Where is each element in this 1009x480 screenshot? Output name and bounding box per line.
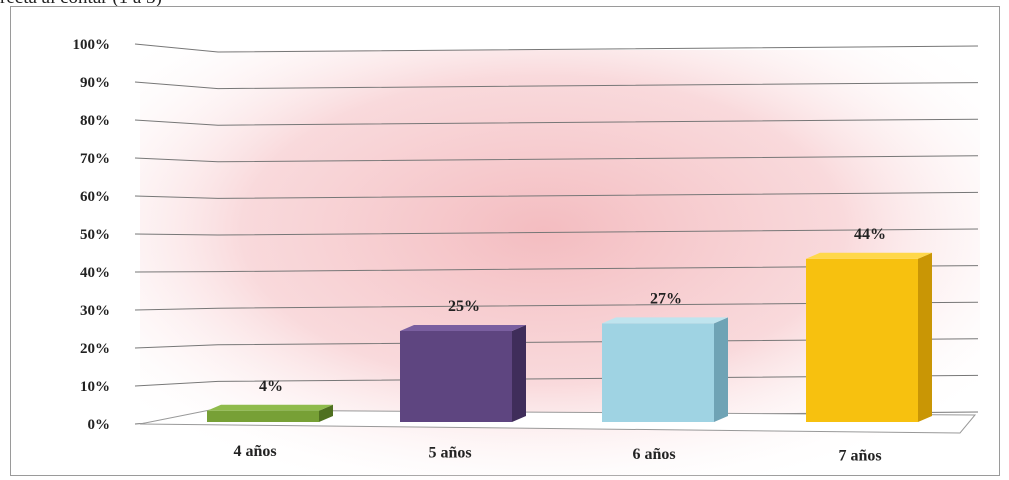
gridline <box>134 265 979 273</box>
bar-top <box>602 317 728 324</box>
y-tick-label: 10% <box>80 379 110 395</box>
x-axis-labels: 4 años 5 años 6 años 7 años <box>233 443 881 465</box>
y-tick-label: 20% <box>80 341 110 357</box>
gridline <box>134 155 979 163</box>
bar <box>806 252 932 422</box>
y-tick-label: 30% <box>80 303 110 319</box>
y-axis-ticks: 0% 10% 20% 30% 40% 50% 60% 70% 80% 90% 100% <box>73 37 111 433</box>
y-tick-label: 0% <box>88 417 111 433</box>
bar-side <box>319 404 333 422</box>
data-label: 4% <box>259 378 283 395</box>
bar-side <box>918 252 932 422</box>
gridline <box>134 43 979 53</box>
gridline <box>134 301 979 311</box>
x-tick-label: 5 años <box>428 445 471 462</box>
bar <box>400 325 526 422</box>
y-tick-label: 90% <box>80 75 110 91</box>
gridline <box>134 81 979 90</box>
bar-top <box>806 252 932 259</box>
floor-plane <box>139 409 977 434</box>
bar <box>602 317 728 422</box>
data-label: 27% <box>650 290 682 307</box>
data-label: 25% <box>448 298 480 315</box>
x-tick-label: 7 años <box>838 448 881 465</box>
bar-front <box>806 258 918 422</box>
data-labels: 4% 25% 27% 44% <box>259 226 886 395</box>
bar-top <box>400 325 526 331</box>
y-tick-label: 80% <box>80 113 110 129</box>
y-tick-label: 50% <box>80 227 110 243</box>
gridline <box>134 191 979 199</box>
data-label: 44% <box>854 226 886 243</box>
bars <box>207 252 932 422</box>
bar-top <box>207 404 333 411</box>
gridline <box>134 118 979 126</box>
y-tick-label: 100% <box>73 37 111 53</box>
x-tick-label: 6 años <box>632 446 675 463</box>
chart-floor <box>139 409 977 434</box>
caption-text: recta al contar (1 a 3) <box>0 0 162 8</box>
bar-front <box>207 410 319 422</box>
bar-front <box>400 331 512 422</box>
bar <box>207 404 333 422</box>
y-tick-label: 70% <box>80 151 110 167</box>
bar-side <box>512 325 526 422</box>
y-tick-label: 60% <box>80 189 110 205</box>
x-tick-label: 4 años <box>233 443 276 460</box>
gridline <box>134 228 979 236</box>
bar-side <box>714 317 728 422</box>
gridlines <box>134 43 979 425</box>
y-tick-label: 40% <box>80 265 110 281</box>
bar-front <box>602 323 714 422</box>
